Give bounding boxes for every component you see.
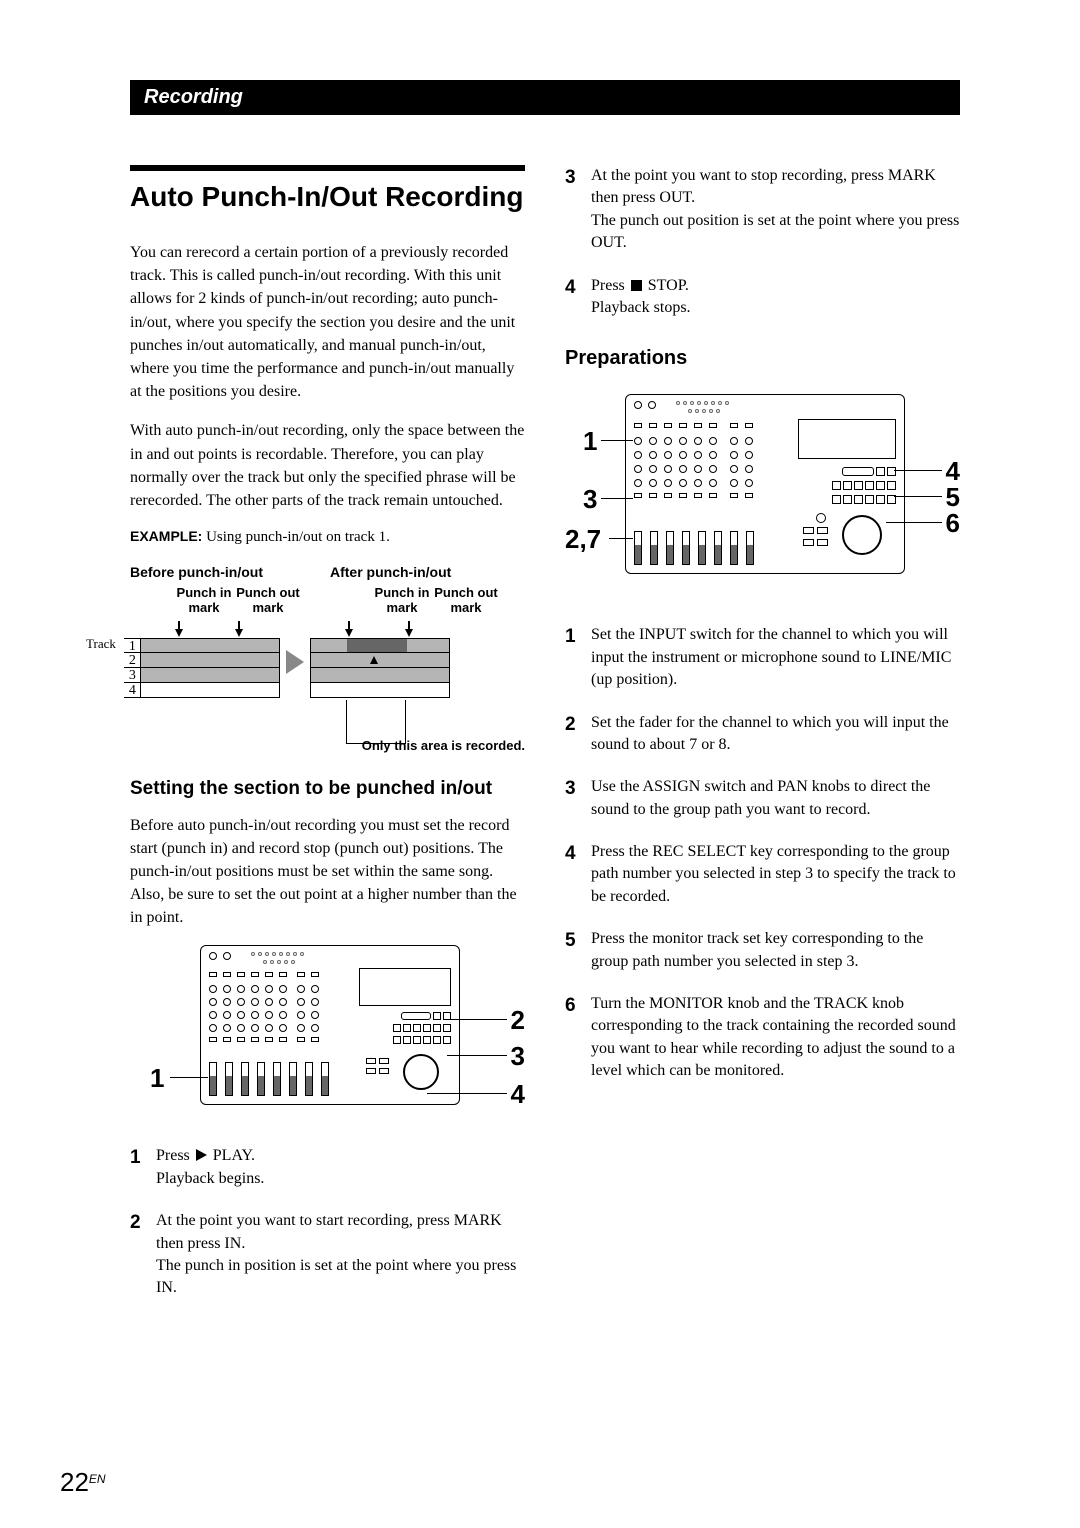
step-c3: 3Use the ASSIGN switch and PAN knobs to … — [565, 776, 960, 821]
main-title: Auto Punch-In/Out Recording — [130, 181, 525, 213]
example-label: EXAMPLE: — [130, 528, 202, 544]
callout-p6: 6 — [946, 508, 960, 539]
device-diagram-2: 1 3 2,7 4 5 6 — [565, 394, 960, 594]
callout-p1: 1 — [583, 426, 597, 457]
subheading-prep: Preparations — [565, 347, 960, 370]
device-diagram-1: 1 2 3 4 — [130, 945, 525, 1115]
example-text: Using punch-in/out on track 1. — [206, 529, 390, 545]
punch-out-label-2: Punch out mark — [434, 586, 498, 616]
punch-in-label-2: Punch in mark — [370, 586, 434, 616]
steps-c: 1Set the INPUT switch for the channel to… — [565, 624, 960, 1082]
callout-p3: 3 — [583, 484, 597, 515]
title-rule — [130, 165, 525, 171]
before-tracks — [140, 638, 280, 698]
arrow-icon — [280, 650, 310, 674]
subheading-setting: Setting the section to be punched in/out — [130, 778, 525, 800]
before-title: Before punch-in/out — [130, 564, 330, 580]
section-header: Recording — [130, 80, 960, 115]
intro-paragraph-1: You can rerecord a certain portion of a … — [130, 241, 525, 403]
step-b4: 4 Press STOP.Playback stops. — [565, 275, 960, 320]
step-b3: 3 At the point you want to stop recordin… — [565, 165, 960, 255]
example-line: EXAMPLE: Using punch-in/out on track 1. — [130, 528, 525, 546]
callout-3: 3 — [511, 1041, 525, 1072]
intro-paragraph-2: With auto punch-in/out recording, only t… — [130, 419, 525, 512]
step-c4: 4Press the REC SELECT key corresponding … — [565, 841, 960, 908]
right-column: 3 At the point you want to stop recordin… — [565, 165, 960, 1320]
only-area-note: Only this area is recorded. — [130, 738, 525, 754]
two-column-layout: Auto Punch-In/Out Recording You can rere… — [130, 165, 960, 1320]
callout-4: 4 — [511, 1079, 525, 1110]
step-c5: 5Press the monitor track set key corresp… — [565, 928, 960, 973]
page-number: 22EN — [60, 1467, 106, 1498]
track-axis-label: Track — [86, 636, 116, 652]
step-c6: 6Turn the MONITOR knob and the TRACK kno… — [565, 993, 960, 1083]
page: Recording Auto Punch-In/Out Recording Yo… — [0, 0, 1080, 1380]
after-title: After punch-in/out — [330, 564, 451, 580]
step-a1: 1 Press PLAY.Playback begins. — [130, 1145, 525, 1190]
steps-b: 3 At the point you want to stop recordin… — [565, 165, 960, 319]
step-c2: 2Set the fader for the channel to which … — [565, 712, 960, 757]
subhead1-text: Before auto punch-in/out recording you m… — [130, 814, 525, 930]
stop-icon — [631, 280, 642, 291]
play-icon — [196, 1149, 207, 1161]
callout-p27: 2,7 — [565, 524, 601, 555]
punch-out-label: Punch out mark — [236, 586, 300, 616]
step-c1: 1Set the INPUT switch for the channel to… — [565, 624, 960, 691]
punch-in-label: Punch in mark — [172, 586, 236, 616]
steps-a: 1 Press PLAY.Playback begins. 2 At the p… — [130, 1145, 525, 1299]
left-column: Auto Punch-In/Out Recording You can rere… — [130, 165, 525, 1320]
punch-diagram: Before punch-in/out After punch-in/out P… — [130, 564, 525, 753]
track-numbers: 1 2 3 4 — [124, 638, 140, 698]
callout-1: 1 — [150, 1063, 164, 1094]
after-tracks — [310, 638, 450, 698]
step-a2: 2 At the point you want to start recordi… — [130, 1210, 525, 1300]
callout-2: 2 — [511, 1005, 525, 1036]
